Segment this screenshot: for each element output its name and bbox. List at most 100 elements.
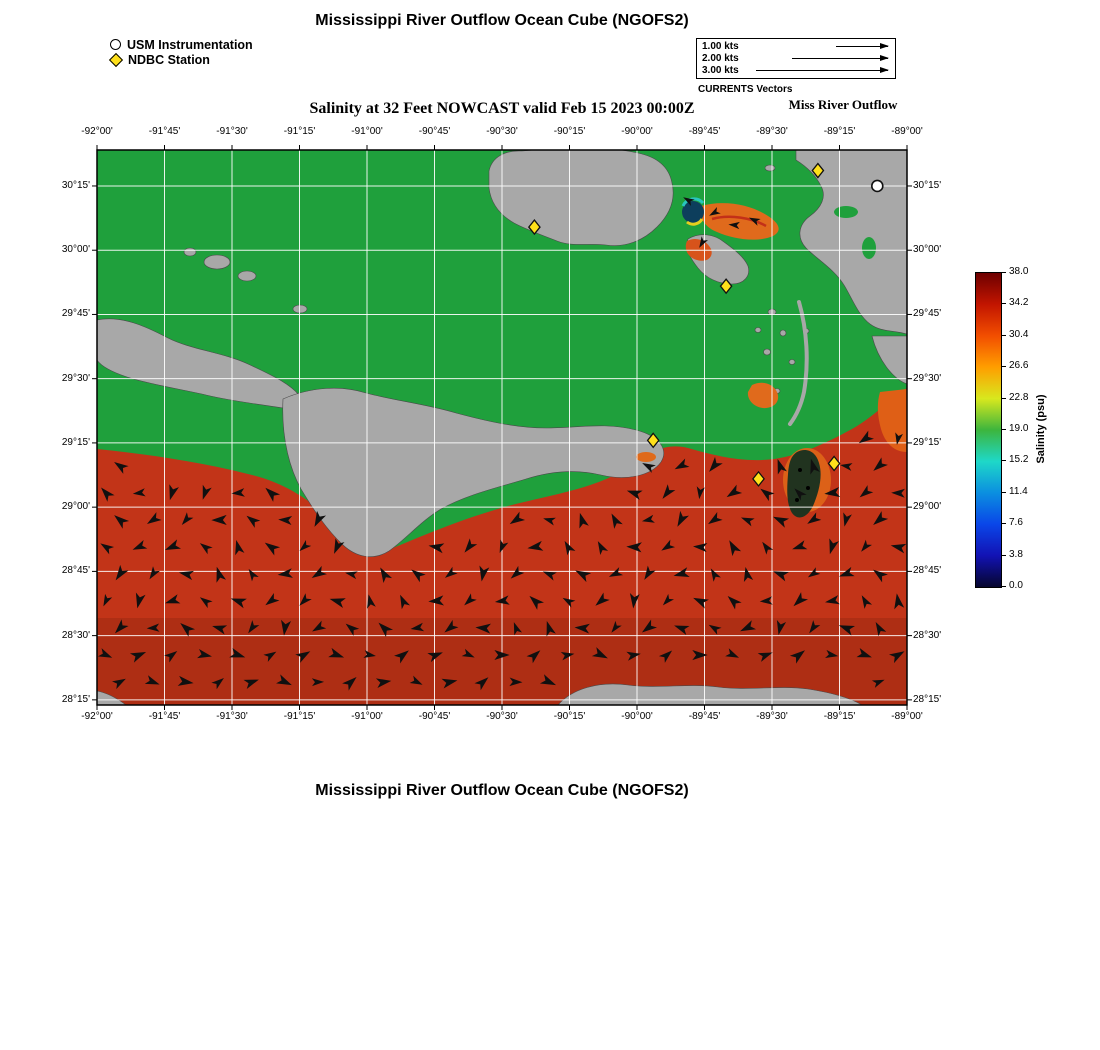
current-vector-arrow (564, 540, 576, 556)
colorbar-tick-label: 11.4 (1009, 485, 1028, 497)
miss-river-outflow-label: Miss River Outflow (788, 97, 898, 112)
current-vector-arrow (101, 487, 115, 502)
current-vector-arrow (199, 543, 213, 555)
current-vector-arrow (829, 538, 839, 555)
colorbar (975, 272, 1002, 588)
current-vector-arrow (825, 649, 839, 659)
current-vector-arrow (265, 593, 280, 606)
current-vector-arrow (212, 625, 228, 635)
current-vector-arrow (725, 648, 740, 658)
current-vector-arrow (661, 539, 676, 551)
colorbar-tick (1001, 397, 1006, 399)
land-island (183, 247, 197, 257)
colorbar-tick-label: 22.8 (1009, 391, 1029, 403)
current-vector-arrow (825, 595, 840, 605)
currents-vectors-caption: CURRENTS Vectors (698, 84, 793, 95)
bay-inlet (862, 237, 876, 259)
current-vector-arrow (709, 456, 723, 472)
current-vector-arrow (575, 570, 592, 583)
current-vector-arrow (677, 510, 690, 527)
current-vector-arrow (760, 488, 775, 502)
current-vector-arrow (859, 485, 874, 498)
current-vector-arrow (114, 619, 129, 634)
current-vector-arrow (132, 540, 148, 550)
current-vector-arrow (135, 592, 146, 609)
scale-2kt-arrow-icon (754, 55, 890, 63)
current-vector-arrow (740, 620, 757, 632)
current-vector-arrow (461, 648, 475, 658)
scale-row-3kt: 3.00 kts (702, 65, 890, 77)
current-vector-arrow (510, 565, 525, 579)
y-axis-tick-label-right: 30°00' (913, 244, 942, 256)
current-vector-arrow (824, 487, 841, 498)
current-vector-arrow (861, 595, 873, 609)
current-vector-arrow (230, 598, 247, 609)
current-vector-arrow (334, 538, 345, 554)
current-vector-arrow (809, 620, 821, 634)
current-vector-arrow (427, 652, 443, 663)
x-axis-tick-label-bottom: -91°15' (283, 711, 316, 722)
current-vector-arrow (843, 512, 852, 527)
current-vector-arrow (197, 648, 212, 659)
current-vector-arrow (149, 566, 161, 580)
current-vector-arrow (560, 652, 575, 661)
current-vector-arrow (378, 622, 394, 637)
x-axis-tick-label-bottom: -91°00' (351, 711, 383, 722)
current-vector-arrow (164, 650, 178, 663)
current-vector-arrow (278, 516, 293, 525)
current-vector-arrow (428, 543, 445, 554)
usm-instrumentation-icon (110, 39, 121, 50)
current-vector-arrow (543, 517, 556, 526)
current-vector-arrow (608, 567, 624, 577)
ndbc-station-marker (527, 219, 541, 236)
current-vector-arrow (789, 650, 806, 664)
y-axis-tick-label-left: 30°00' (61, 244, 90, 256)
current-vector-arrow (115, 564, 129, 581)
x-axis-tick-label-bottom: -90°15' (553, 711, 586, 722)
current-vector-arrow (740, 517, 755, 527)
current-vector-arrow (611, 513, 623, 529)
current-vector-arrow (872, 569, 888, 583)
footer-title: Mississippi River Outflow Ocean Cube (NG… (315, 782, 689, 799)
land-island (203, 254, 231, 270)
delta-speck (806, 486, 810, 490)
x-axis-tick-label-top: -90°00' (621, 126, 653, 137)
current-vector-arrow (595, 592, 610, 606)
current-vector-arrow (243, 679, 259, 689)
current-vector-arrow (641, 514, 655, 523)
colorbar-tick (1001, 429, 1006, 430)
current-vector-arrow (311, 565, 327, 578)
current-vector-arrow (773, 516, 790, 528)
plume-patch-lake-borgne (700, 203, 779, 240)
scale-3kt-arrow-icon (754, 67, 890, 75)
current-vector-arrow (311, 678, 325, 687)
current-vector-arrow (178, 570, 195, 581)
current-vector-arrow (444, 566, 458, 578)
current-vector-arrow (281, 619, 292, 636)
x-axis-tick-label-top: -90°45' (418, 126, 451, 137)
x-axis-tick-label-top: -89°15' (823, 126, 856, 137)
current-vector-arrow (891, 488, 905, 498)
y-axis-tick-label-left: 28°30' (61, 629, 90, 641)
scale-3kt-label: 3.00 kts (702, 65, 739, 77)
current-vector-arrow (772, 571, 789, 582)
graticule-grid (96, 150, 908, 705)
current-vector-arrow (810, 458, 820, 475)
current-vector-arrow (428, 595, 445, 606)
usm-legend-row: USM Instrumentation (110, 37, 253, 52)
current-vector-arrow (838, 625, 855, 636)
current-vector-arrow (235, 539, 245, 556)
current-vector-arrow (562, 597, 576, 608)
current-vector-arrow (856, 648, 872, 658)
current-vector-arrow (375, 678, 392, 688)
current-vector-arrow (683, 197, 695, 206)
bay-inlet (834, 206, 858, 218)
y-axis-tick-label-left: 29°15' (61, 436, 90, 448)
current-vector-arrow (112, 678, 126, 690)
x-axis-tick-label-bottom: -91°30' (216, 711, 248, 722)
current-vector-arrow (673, 567, 690, 577)
colorbar-tick-label: 34.2 (1009, 297, 1029, 309)
current-vector-arrow (169, 484, 179, 501)
colorbar-tick-label: 38.0 (1009, 266, 1029, 277)
